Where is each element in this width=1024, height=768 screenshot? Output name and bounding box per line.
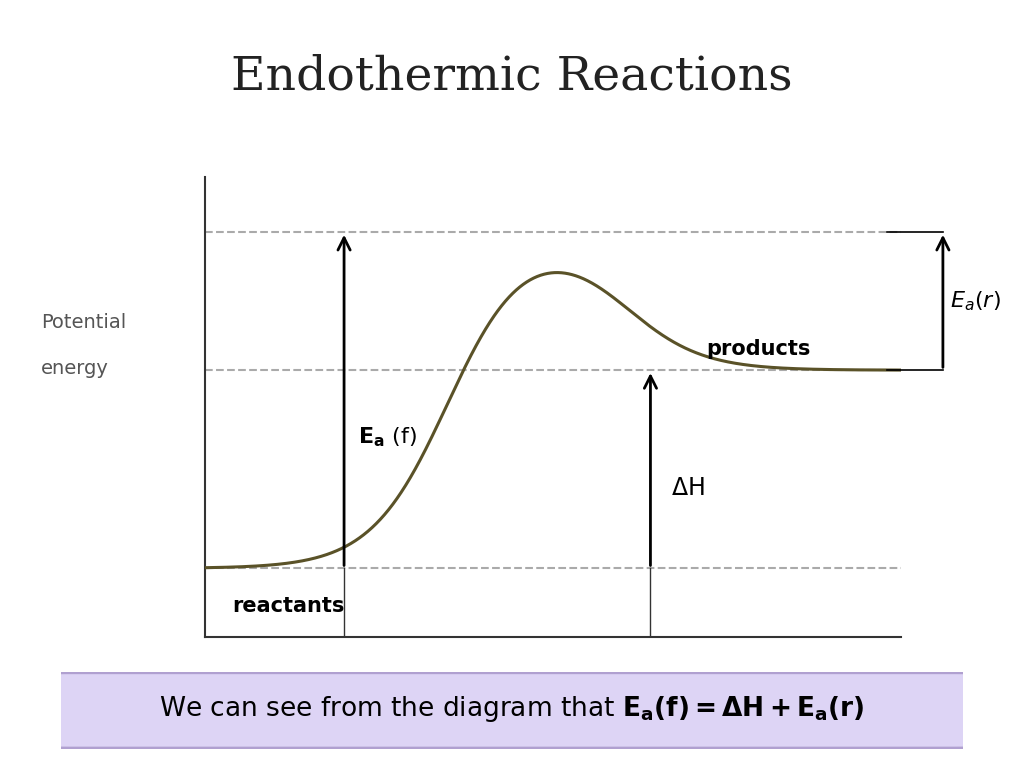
Text: energy: energy <box>41 359 109 378</box>
Text: $E_a(r)$: $E_a(r)$ <box>950 290 1000 313</box>
Text: reactants: reactants <box>232 596 345 616</box>
Text: $\Delta$H: $\Delta$H <box>672 475 705 500</box>
Text: Endothermic Reactions: Endothermic Reactions <box>231 54 793 99</box>
Text: products: products <box>707 339 811 359</box>
Text: $\mathbf{E_a}$ (f): $\mathbf{E_a}$ (f) <box>358 425 417 449</box>
FancyBboxPatch shape <box>35 673 989 748</box>
Text: We can see from the diagram that $\bf{E_a(f) = \Delta H + E_a(r)}$: We can see from the diagram that $\bf{E_… <box>159 694 865 724</box>
Text: Potential: Potential <box>41 313 126 332</box>
Text: reaction proceeds: reaction proceeds <box>446 684 659 703</box>
